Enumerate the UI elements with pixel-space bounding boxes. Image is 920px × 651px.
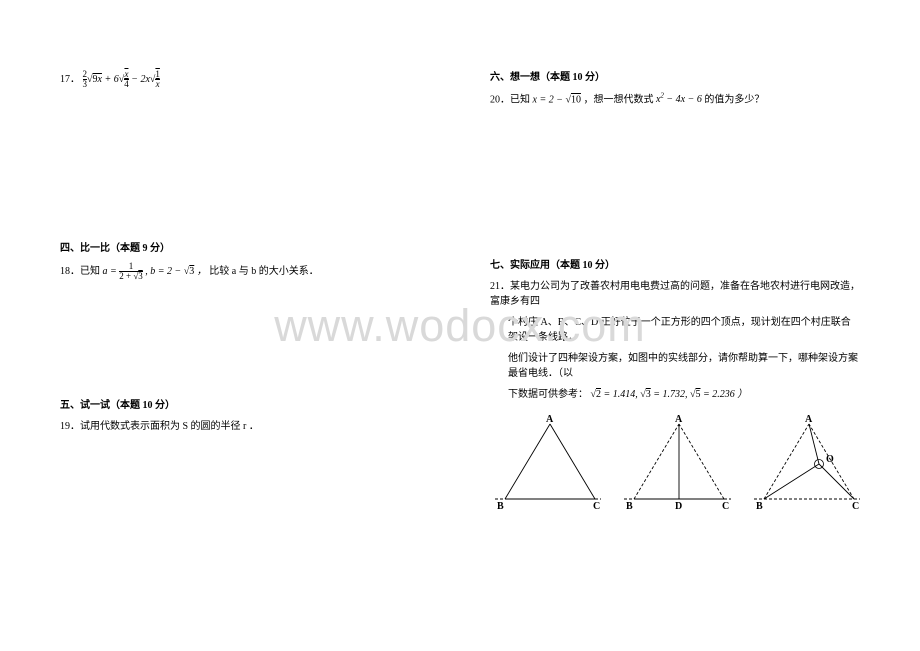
q20-prefix: 20．已知: [490, 94, 530, 105]
q17: 17． 23√9x + 6√x4 − 2x√1x: [60, 70, 430, 90]
q20-expr2: x2 − 4x − 6: [656, 94, 704, 105]
figure-3: A B C O: [749, 414, 860, 514]
figure-2: A B D C: [619, 414, 730, 514]
q20: 20．已知 x = 2 − √10 ，想一想代数式 x2 − 4x − 6 的值…: [490, 91, 860, 107]
section-5-heading: 五、试一试（本题 10 分）: [60, 398, 430, 413]
label-b: B: [497, 501, 504, 512]
label-b: B: [756, 501, 763, 512]
right-column: 六、想一想（本题 10 分） 20．已知 x = 2 − √10 ，想一想代数式…: [460, 0, 920, 651]
label-a: A: [805, 414, 813, 425]
spacer: [60, 96, 430, 241]
q20-mid: ，想一想代数式: [583, 94, 653, 105]
q18-expr: a = 12 + √3 , b = 2 − √3 ，: [103, 266, 210, 277]
q21-line3: 他们设计了四种架设方案，如图中的实线部分，请你帮助算一下，哪种架设方案最省电线．…: [490, 351, 860, 381]
q21-line2: 个村庄 A、B、C、D 正好位于一个正方形的四个顶点，现计划在四个村庄联合架设一…: [490, 315, 860, 345]
label-c: C: [852, 501, 859, 512]
q18: 18．已知 a = 12 + √3 , b = 2 − √3 ， 比较 a 与 …: [60, 262, 430, 282]
label-c: C: [722, 501, 729, 512]
q17-number: 17．: [60, 74, 80, 85]
section-4-heading: 四、比一比（本题 9 分）: [60, 241, 430, 256]
q18-tail: 比较 a 与 b 的大小关系．: [209, 266, 318, 277]
q21-line1: 21．某电力公司为了改善农村用电电费过高的问题，准备在各地农村进行电网改造，富康…: [490, 279, 860, 309]
section-7-heading: 七、实际应用（本题 10 分）: [490, 258, 860, 273]
figure-1: A B C: [490, 414, 601, 514]
label-d: D: [675, 501, 682, 512]
q21-line4: 下数据可供参考： √2 = 1.414, √3 = 1.732, √5 = 2.…: [490, 387, 860, 402]
q17-expr: 23√9x + 6√x4 − 2x√1x: [83, 74, 160, 85]
spacer: [60, 288, 430, 398]
q21-data: √2 = 1.414, √3 = 1.732, √5 = 2.236 ）: [591, 389, 748, 400]
label-a: A: [675, 414, 683, 425]
label-b: B: [626, 501, 633, 512]
q21-line4-text: 下数据可供参考：: [508, 389, 588, 400]
left-column: 17． 23√9x + 6√x4 − 2x√1x 四、比一比（本题 9 分） 1…: [0, 0, 460, 651]
section-6-heading: 六、想一想（本题 10 分）: [490, 70, 860, 85]
page-container: 17． 23√9x + 6√x4 − 2x√1x 四、比一比（本题 9 分） 1…: [0, 0, 920, 651]
q18-prefix: 18．已知: [60, 266, 100, 277]
q19: 19．试用代数式表示面积为 S 的圆的半径 r ．: [60, 419, 430, 434]
spacer: [490, 113, 860, 258]
q20-expr1: x = 2 − √10: [533, 94, 581, 105]
label-a: A: [546, 414, 554, 425]
figure-row: A B C A B D C: [490, 414, 860, 514]
label-c: C: [593, 501, 600, 512]
q20-tail: 的值为多少？: [704, 94, 764, 105]
label-o: O: [826, 454, 834, 465]
